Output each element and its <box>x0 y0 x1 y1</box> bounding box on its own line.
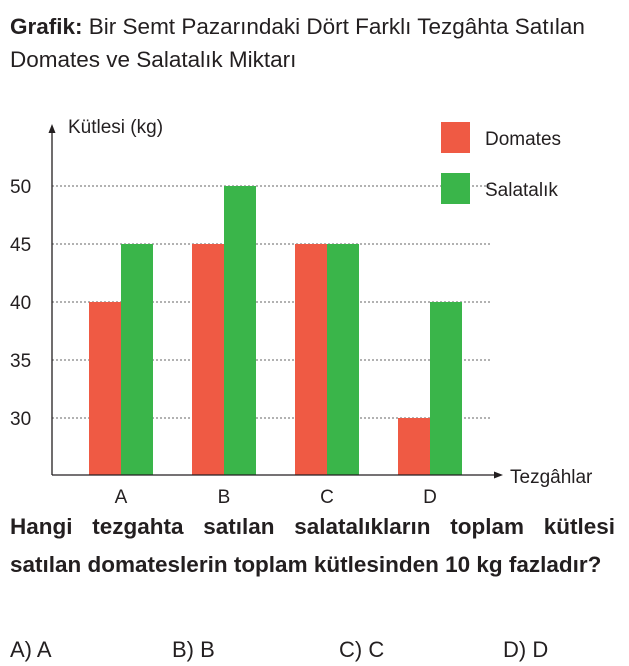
x-axis-arrow-icon <box>494 471 503 479</box>
bar-c-salatalik <box>327 244 359 475</box>
chart-title: Bir Semt Pazarındaki Dört Farklı Tezgâht… <box>10 14 585 72</box>
legend: Domates Salatalık <box>441 122 561 204</box>
legend-label-salatalik: Salatalık <box>485 180 558 201</box>
y-tick-40: 40 <box>10 293 31 314</box>
x-tick-b: B <box>218 487 231 508</box>
x-axis-label: Tezgâhlar <box>510 467 593 488</box>
question-text: Hangi tezgahta satılan salatalıkların to… <box>10 514 615 577</box>
y-axis-arrow-icon <box>48 124 56 133</box>
y-tick-50: 50 <box>10 177 31 198</box>
option-a[interactable]: A) A <box>10 637 52 662</box>
bar-a-domates <box>89 302 121 475</box>
axes: Kütlesi (kg) Tezgâhlar <box>48 117 593 488</box>
bar-a-salatalik <box>121 244 153 475</box>
x-tick-a: A <box>115 487 128 508</box>
chart-header: Grafik: Bir Semt Pazarındaki Dört Farklı… <box>10 10 622 76</box>
bar-d-domates <box>398 418 430 475</box>
bar-c-domates <box>295 244 327 475</box>
legend-swatch-salatalik <box>441 173 470 204</box>
y-tick-45: 45 <box>10 235 31 256</box>
legend-label-domates: Domates <box>485 129 561 150</box>
option-d[interactable]: D) D <box>503 637 549 662</box>
header-label: Grafik: <box>10 14 83 39</box>
bars <box>89 186 462 475</box>
y-tick-labels: 30 35 40 45 50 <box>10 177 31 430</box>
option-c[interactable]: C) C <box>339 637 385 662</box>
y-tick-35: 35 <box>10 351 31 372</box>
bar-b-salatalik <box>224 186 256 475</box>
y-axis-label: Kütlesi (kg) <box>68 117 163 138</box>
bar-d-salatalik <box>430 302 462 475</box>
option-b[interactable]: B) B <box>172 637 215 662</box>
x-tick-d: D <box>423 487 437 508</box>
x-tick-c: C <box>320 487 334 508</box>
legend-swatch-domates <box>441 122 470 153</box>
bar-b-domates <box>192 244 224 475</box>
y-tick-30: 30 <box>10 409 31 430</box>
answer-options: A) A B) B C) C D) D <box>10 632 620 666</box>
x-tick-labels: A B C D <box>115 487 437 508</box>
bar-chart: Kütlesi (kg) Tezgâhlar 30 35 40 45 50 A B C D D… <box>10 117 593 508</box>
